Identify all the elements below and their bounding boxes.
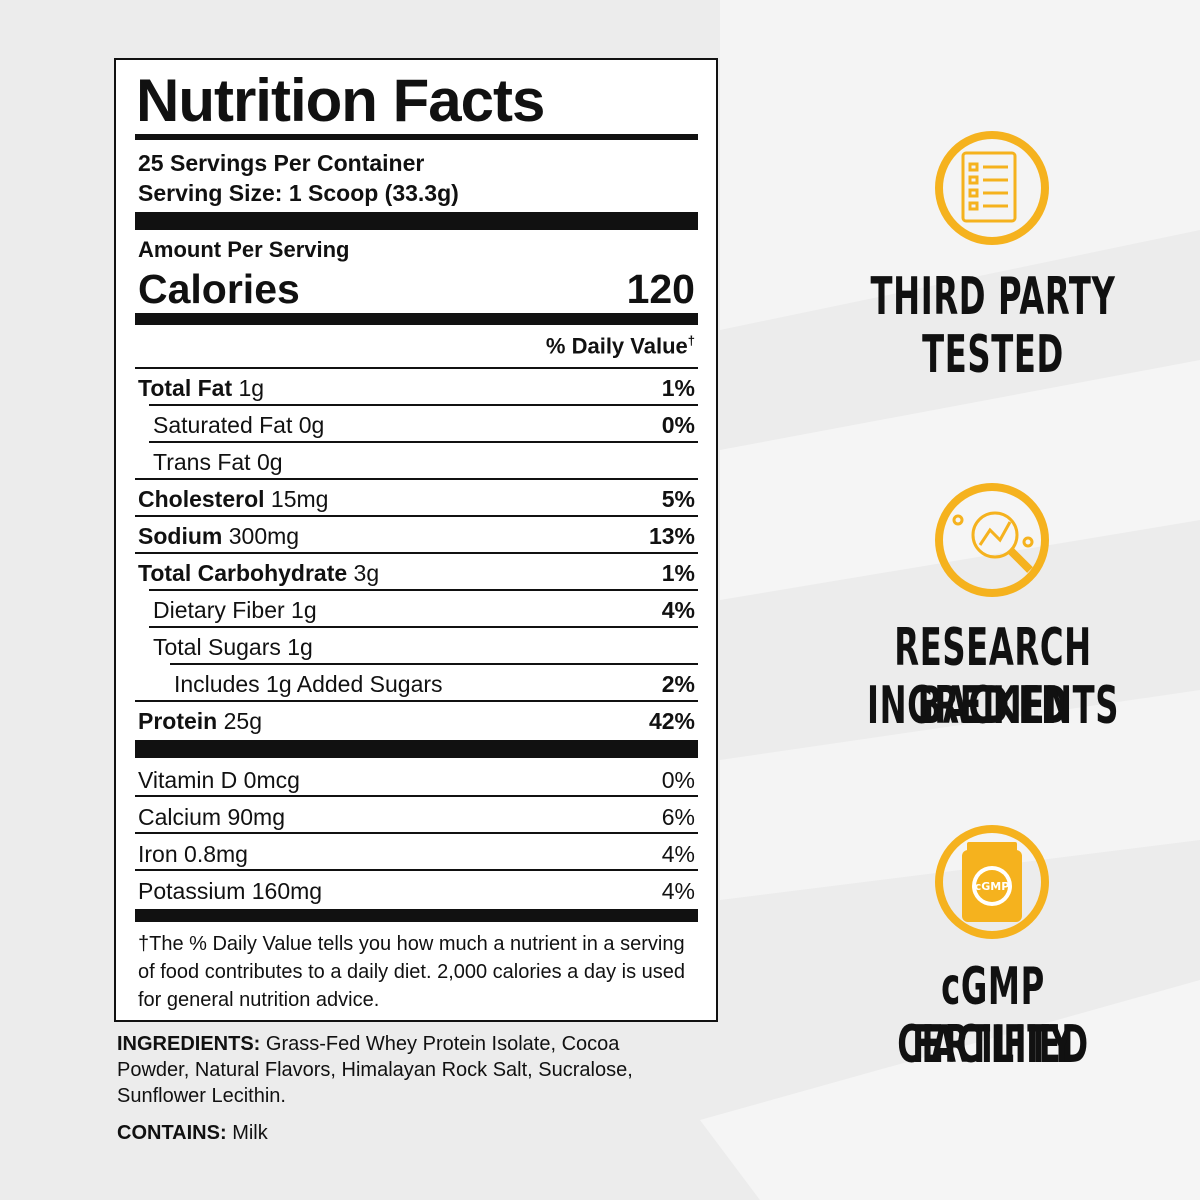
vitamin-name: Calcium 90mg xyxy=(138,804,285,830)
rule xyxy=(149,626,698,628)
nutrient-name: Saturated Fat 0g xyxy=(153,412,325,438)
nutrient-name: Includes 1g Added Sugars xyxy=(174,671,443,697)
nutrient-name: Sodium 300mg xyxy=(138,523,300,549)
dagger: † xyxy=(687,333,695,348)
nutrient-name: Total Carbohydrate 3g xyxy=(138,560,380,586)
servings: 25 Servings Per Container xyxy=(138,150,425,176)
nutrient-dv: 42% xyxy=(648,708,695,734)
vitamin-dv: 4% xyxy=(661,878,695,904)
rule xyxy=(135,552,698,554)
vitamin-name: Potassium 160mg xyxy=(138,878,323,904)
badge-line: TESTED xyxy=(922,325,1064,385)
rule xyxy=(135,795,698,797)
badge-line: FACILITY xyxy=(912,1015,1074,1075)
rule xyxy=(135,869,698,871)
rule xyxy=(149,589,698,591)
ingredients: INGREDIENTS: Grass-Fed Whey Protein Isol… xyxy=(117,1031,697,1109)
rule xyxy=(170,663,698,665)
rule xyxy=(149,404,698,406)
nutrient-name: Total Sugars 1g xyxy=(153,634,313,660)
nutrient-dv: 1% xyxy=(661,560,695,586)
nutrient-name: Total Fat 1g xyxy=(138,375,265,401)
vitamin-dv: 4% xyxy=(661,841,695,867)
nutrient-dv: 13% xyxy=(648,523,695,549)
ingredients-text: Grass-Fed Whey Protein Isolate, Cocoa Po… xyxy=(117,1033,633,1107)
daily-value: % Daily Value† xyxy=(545,333,695,359)
nutrient-amount: 300mg xyxy=(228,523,300,549)
rule xyxy=(135,700,698,702)
rule xyxy=(135,212,698,230)
icon-text: cGMP xyxy=(975,880,1010,893)
rule xyxy=(149,441,698,443)
nutrient-name: Cholesterol 15mg xyxy=(138,486,329,512)
badge-line: cGMP CERTIFIED xyxy=(897,957,1089,1075)
ingredients-label: INGREDIENTS: xyxy=(117,1033,261,1055)
nutrient-dv: 5% xyxy=(661,486,695,512)
rule xyxy=(135,909,698,922)
rule xyxy=(135,740,698,758)
vitamin-name: Iron 0.8mg xyxy=(138,841,248,867)
footnote: †The % Daily Value tells you how much a … xyxy=(138,933,686,1011)
nutrient-amount: 3g xyxy=(353,560,380,586)
nutrient-amount: 25g xyxy=(223,708,262,734)
rule xyxy=(135,313,698,325)
calories: 120 xyxy=(626,266,695,312)
vitamin-dv: 0% xyxy=(661,767,695,793)
nutrient-dv: 1% xyxy=(661,375,695,401)
rule xyxy=(135,367,698,369)
badge-line: RESEARCH BACKED xyxy=(894,618,1092,736)
rule xyxy=(135,515,698,517)
contains: CONTAINS: Milk xyxy=(117,1120,517,1146)
contains-text: Milk xyxy=(232,1122,268,1144)
nutrient-name: Protein 25g xyxy=(138,708,262,734)
amount-per-serving: Amount Per Serving xyxy=(138,237,350,262)
vitamin-name: Vitamin D 0mcg xyxy=(138,767,300,793)
nutrient-name: Dietary Fiber 1g xyxy=(153,597,317,623)
nutrient-dv: 2% xyxy=(661,671,695,697)
rule xyxy=(135,134,698,140)
badge-line: INGREDIENTS xyxy=(866,676,1120,736)
nutrient-dv: 4% xyxy=(661,597,695,623)
vitamin-dv: 6% xyxy=(661,804,695,830)
nutrient-name: Trans Fat 0g xyxy=(153,449,283,475)
rule xyxy=(135,478,698,480)
rule xyxy=(135,832,698,834)
serving-size: Serving Size: 1 Scoop (33.3g) xyxy=(138,180,459,206)
nutrient-amount: 1g xyxy=(238,375,265,401)
contains-label: CONTAINS: xyxy=(117,1122,227,1144)
title: Nutrition Facts xyxy=(136,67,545,134)
nutrient-amount: 15mg xyxy=(270,486,329,512)
nutrient-dv: 0% xyxy=(661,412,695,438)
badge-line: THIRD PARTY xyxy=(870,267,1116,327)
calories-label: Calories xyxy=(138,266,300,312)
